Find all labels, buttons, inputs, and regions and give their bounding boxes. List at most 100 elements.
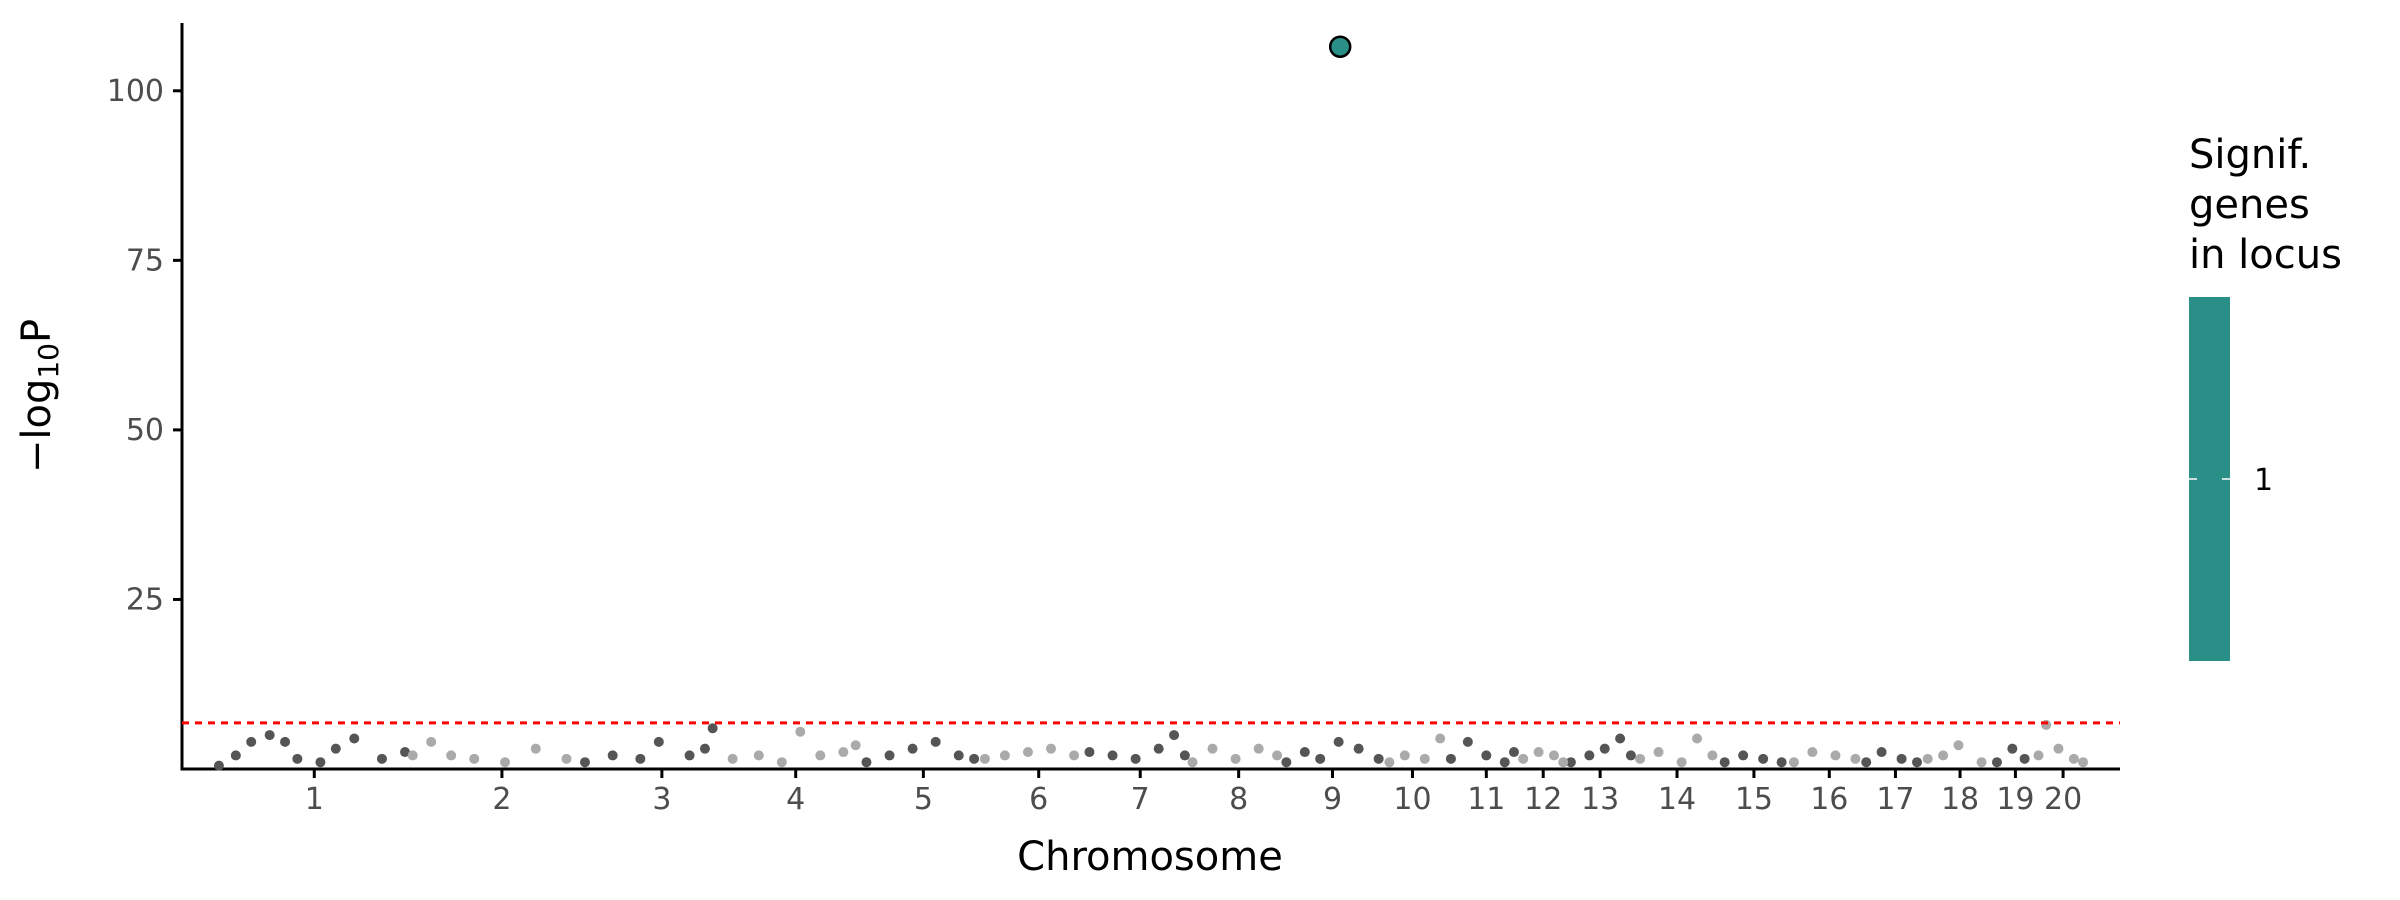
point bbox=[1599, 743, 1610, 754]
point bbox=[1153, 743, 1164, 754]
point bbox=[469, 753, 480, 764]
point bbox=[426, 736, 437, 747]
point bbox=[1462, 736, 1473, 747]
point bbox=[1230, 753, 1241, 764]
x-tick-label: 7 bbox=[1131, 782, 1150, 817]
point bbox=[2078, 757, 2089, 768]
point bbox=[1169, 730, 1180, 741]
point bbox=[1508, 747, 1519, 758]
point bbox=[1445, 753, 1456, 764]
x-tick-label: 8 bbox=[1229, 782, 1248, 817]
legend-title: in locus bbox=[2189, 232, 2342, 278]
point bbox=[684, 750, 695, 761]
x-tick-label: 3 bbox=[652, 782, 671, 817]
point bbox=[500, 757, 510, 768]
point bbox=[635, 753, 646, 764]
point bbox=[1565, 757, 1576, 768]
y-title-part: −log bbox=[14, 379, 60, 474]
point bbox=[1719, 757, 1730, 768]
point bbox=[1976, 757, 1987, 768]
point bbox=[1922, 753, 1933, 764]
point bbox=[930, 736, 941, 747]
point bbox=[969, 753, 980, 764]
x-tick-label: 19 bbox=[1996, 782, 2034, 817]
point bbox=[1807, 747, 1818, 758]
point bbox=[1850, 753, 1861, 764]
y-tick-label: 25 bbox=[126, 582, 164, 617]
y-title-part: P bbox=[14, 319, 60, 343]
point bbox=[1046, 743, 1057, 754]
x-tick-label: 4 bbox=[786, 782, 805, 817]
point bbox=[2019, 753, 2030, 764]
point bbox=[1373, 753, 1384, 764]
point bbox=[446, 750, 457, 761]
point bbox=[776, 757, 787, 768]
point bbox=[2053, 743, 2064, 754]
x-tick-label: 11 bbox=[1467, 782, 1505, 817]
point bbox=[850, 740, 861, 751]
x-tick-label: 1 bbox=[305, 782, 324, 817]
point bbox=[999, 750, 1010, 761]
point bbox=[861, 757, 872, 768]
point bbox=[1281, 757, 1292, 768]
point bbox=[607, 750, 618, 761]
point bbox=[1991, 757, 2002, 768]
point bbox=[1548, 750, 1559, 761]
point bbox=[330, 743, 341, 754]
point bbox=[315, 757, 326, 768]
x-tick-label: 6 bbox=[1029, 782, 1048, 817]
x-tick-label: 2 bbox=[492, 782, 511, 817]
point bbox=[1315, 753, 1326, 764]
point bbox=[653, 736, 664, 747]
point bbox=[400, 747, 411, 758]
point bbox=[1179, 750, 1190, 761]
point bbox=[1876, 747, 1887, 758]
point bbox=[292, 753, 303, 764]
x-tick-label: 14 bbox=[1658, 782, 1696, 817]
point bbox=[2007, 743, 2018, 754]
point bbox=[1107, 750, 1118, 761]
point bbox=[795, 726, 806, 737]
point bbox=[1953, 740, 1964, 751]
point bbox=[1022, 747, 1033, 758]
point bbox=[1676, 757, 1687, 768]
point bbox=[2068, 753, 2079, 764]
point bbox=[264, 730, 275, 741]
point bbox=[1830, 750, 1841, 761]
x-tick-label: 17 bbox=[1876, 782, 1914, 817]
point bbox=[1328, 35, 1352, 58]
point bbox=[376, 753, 387, 764]
colorbar-label: 1 bbox=[2254, 463, 2273, 498]
x-tick-label: 13 bbox=[1581, 782, 1619, 817]
y-axis-title: −log10P bbox=[14, 319, 65, 473]
point bbox=[1788, 757, 1799, 768]
legend-title: Signif. bbox=[2189, 132, 2311, 178]
y-tick-label: 50 bbox=[126, 413, 164, 448]
point bbox=[1707, 750, 1718, 761]
point bbox=[1084, 747, 1095, 758]
point bbox=[1353, 743, 1364, 754]
point bbox=[1499, 757, 1510, 768]
y-tick-label: 100 bbox=[107, 74, 164, 109]
point bbox=[907, 743, 918, 754]
point bbox=[727, 753, 738, 764]
y-tick-label: 75 bbox=[126, 243, 164, 278]
point bbox=[1481, 750, 1492, 761]
point bbox=[1419, 753, 1430, 764]
point bbox=[407, 750, 418, 761]
point bbox=[1776, 757, 1787, 768]
point bbox=[1758, 753, 1769, 764]
point bbox=[884, 750, 895, 761]
point bbox=[246, 736, 257, 747]
point bbox=[1333, 736, 1344, 747]
point bbox=[1399, 750, 1410, 761]
point bbox=[349, 733, 360, 744]
x-tick-label: 15 bbox=[1735, 782, 1773, 817]
point bbox=[1896, 753, 1907, 764]
point bbox=[1207, 743, 1218, 754]
point bbox=[1299, 747, 1310, 758]
point bbox=[1911, 757, 1922, 768]
point bbox=[230, 750, 241, 761]
point bbox=[1533, 747, 1544, 758]
